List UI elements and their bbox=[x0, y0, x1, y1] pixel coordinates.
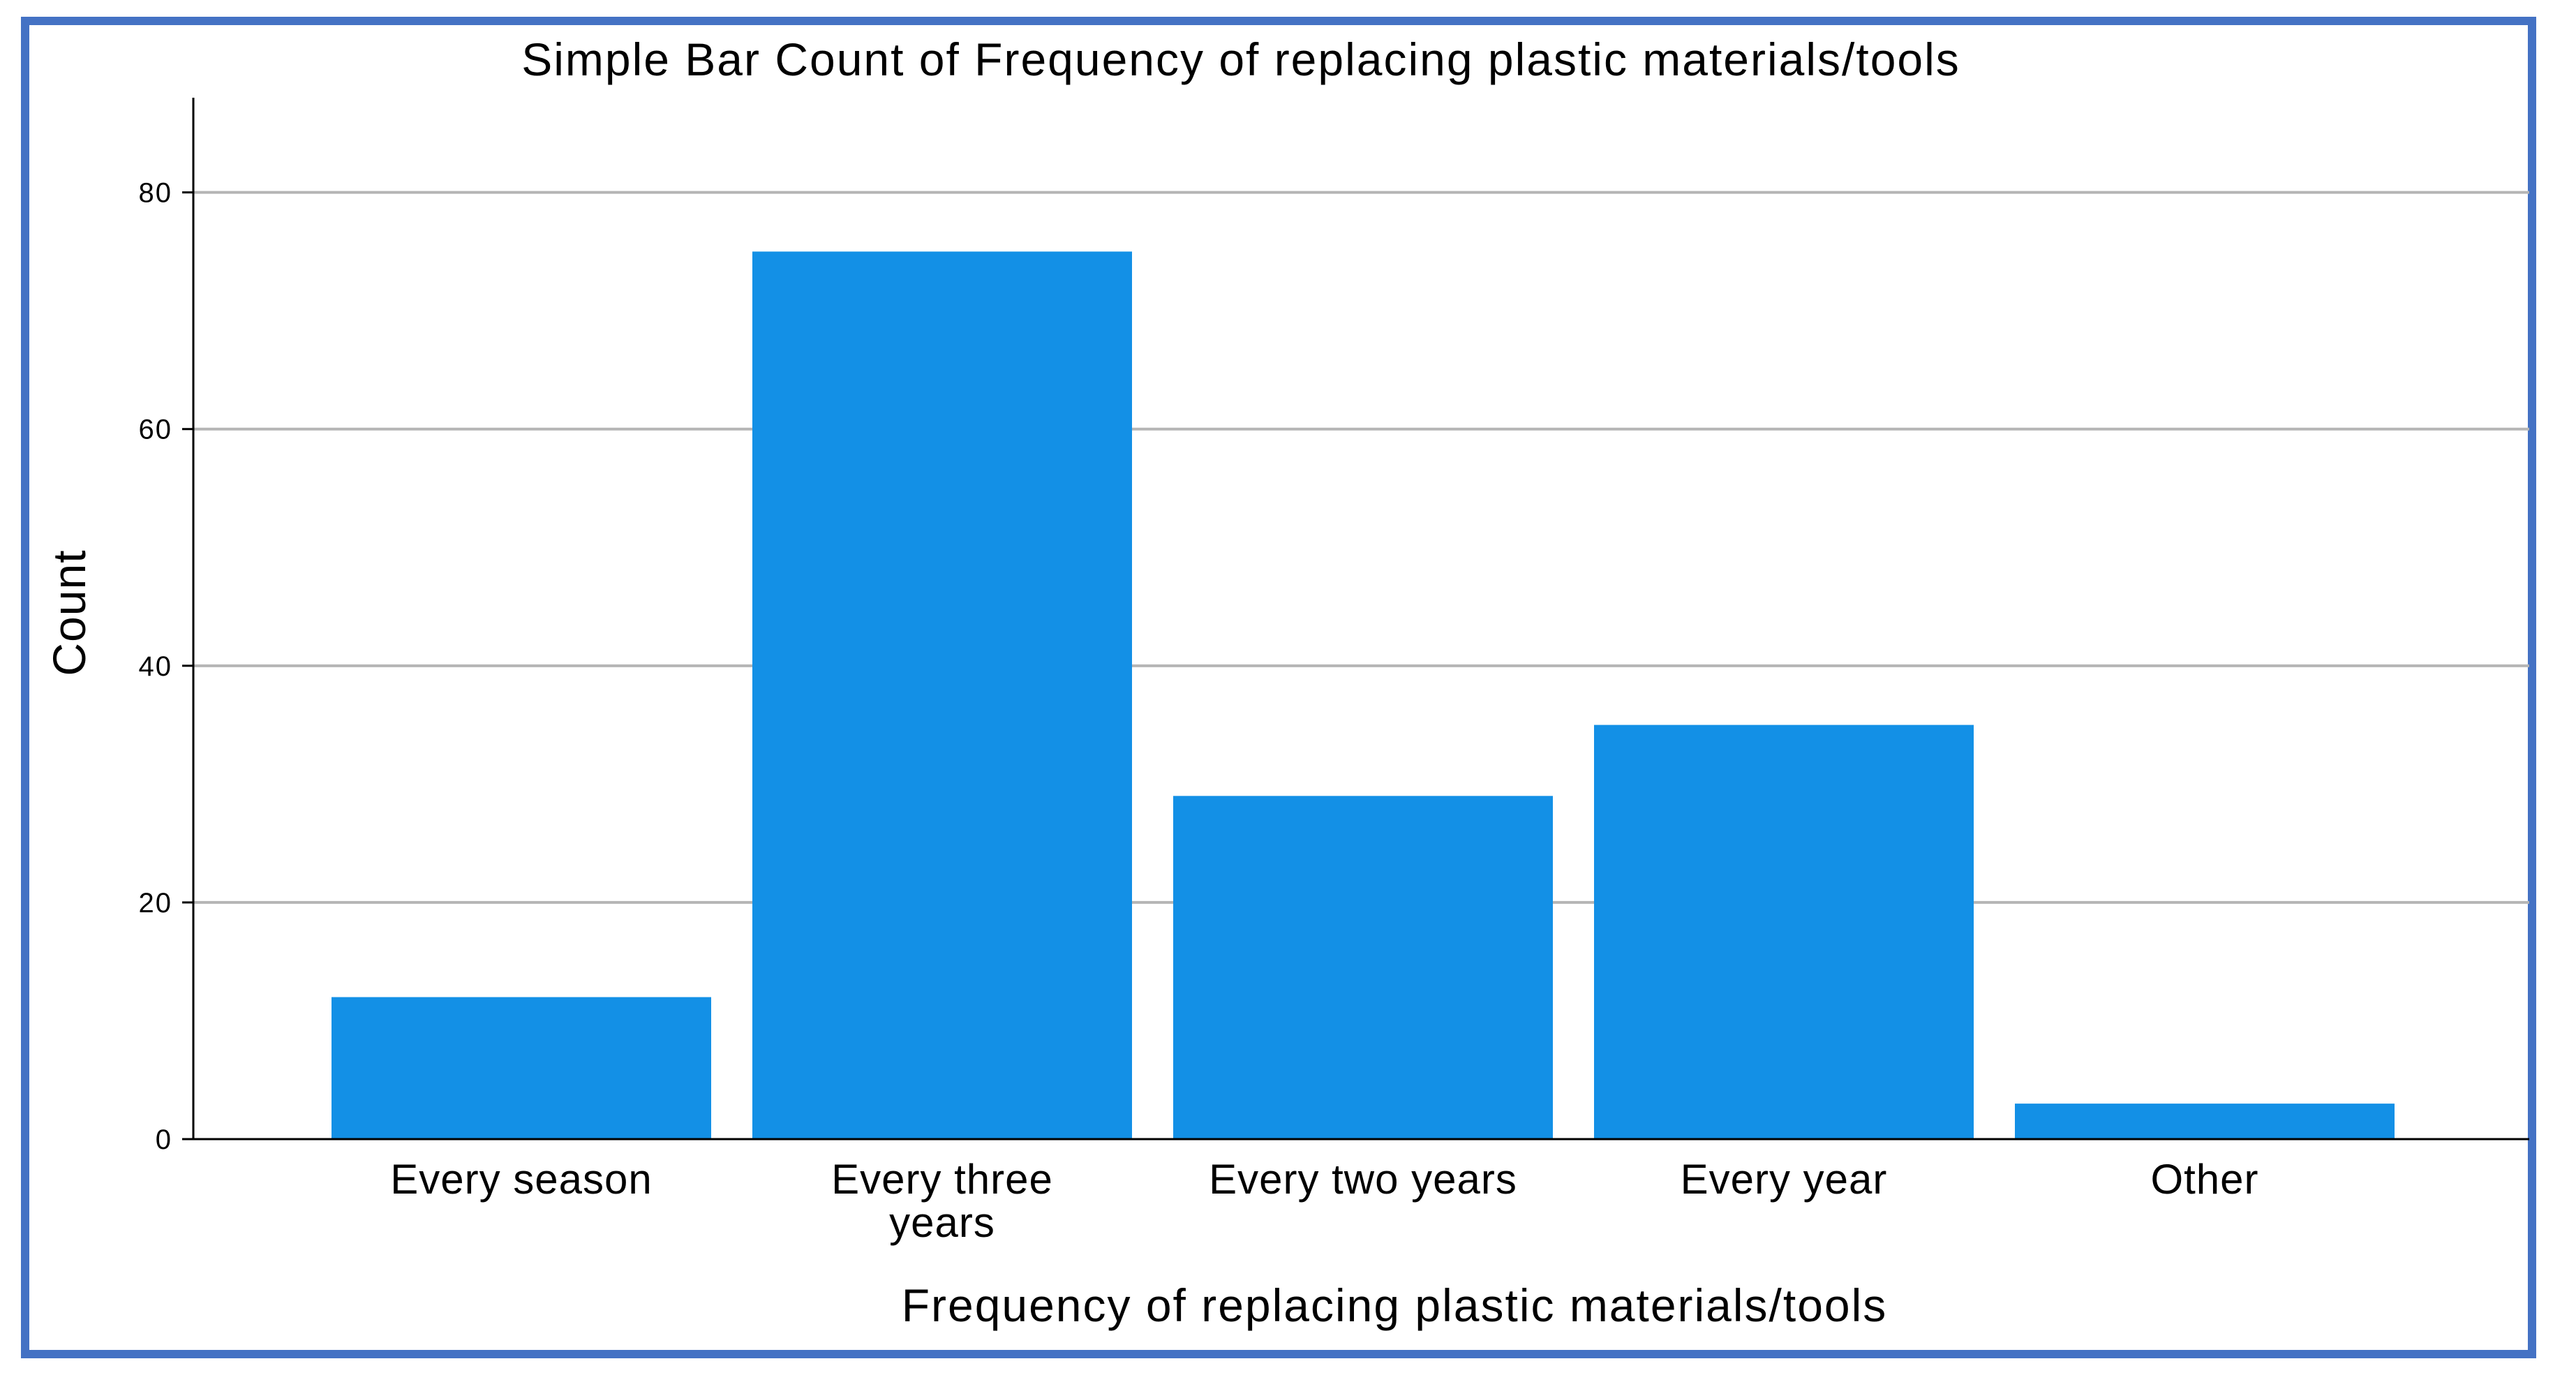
bar-other bbox=[2015, 1104, 2395, 1139]
chart-title: Simple Bar Count of Frequency of replaci… bbox=[521, 34, 1960, 85]
y-tick-label: 40 bbox=[139, 651, 173, 682]
y-tick-labels: 0 20 40 60 80 bbox=[139, 178, 193, 1155]
bar-every-season bbox=[332, 997, 711, 1139]
x-tick-label: Every two years bbox=[1209, 1156, 1517, 1203]
y-tick-label: 80 bbox=[139, 178, 173, 209]
x-tick-label: Every season bbox=[390, 1156, 653, 1203]
x-tick-label: Every three years bbox=[831, 1156, 1053, 1246]
x-tick-label-line: years bbox=[889, 1199, 995, 1246]
y-tick-label: 0 bbox=[156, 1124, 172, 1155]
grid-lines bbox=[193, 191, 2529, 904]
x-tick-label-line: Other bbox=[2150, 1156, 2258, 1203]
x-axis-title: Frequency of replacing plastic materials… bbox=[902, 1279, 1888, 1331]
bar-every-year bbox=[1594, 725, 1974, 1139]
x-tick-label-line: Every year bbox=[1681, 1156, 1888, 1203]
bar-every-two-years bbox=[1173, 796, 1553, 1139]
bars bbox=[332, 251, 2395, 1140]
x-tick-label: Every year bbox=[1681, 1156, 1888, 1203]
y-tick-label: 60 bbox=[139, 415, 173, 445]
x-tick-labels: Every season Every three years Every two ye… bbox=[390, 1156, 2258, 1246]
bar-every-three-years bbox=[752, 251, 1132, 1140]
y-axis-title: Count bbox=[43, 549, 95, 676]
x-tick-label-line: Every two years bbox=[1209, 1156, 1517, 1203]
x-tick-label: Other bbox=[2150, 1156, 2258, 1203]
y-tick-label: 20 bbox=[139, 888, 173, 919]
x-tick-label-line: Every three bbox=[831, 1156, 1053, 1203]
x-tick-label-line: Every season bbox=[390, 1156, 653, 1203]
